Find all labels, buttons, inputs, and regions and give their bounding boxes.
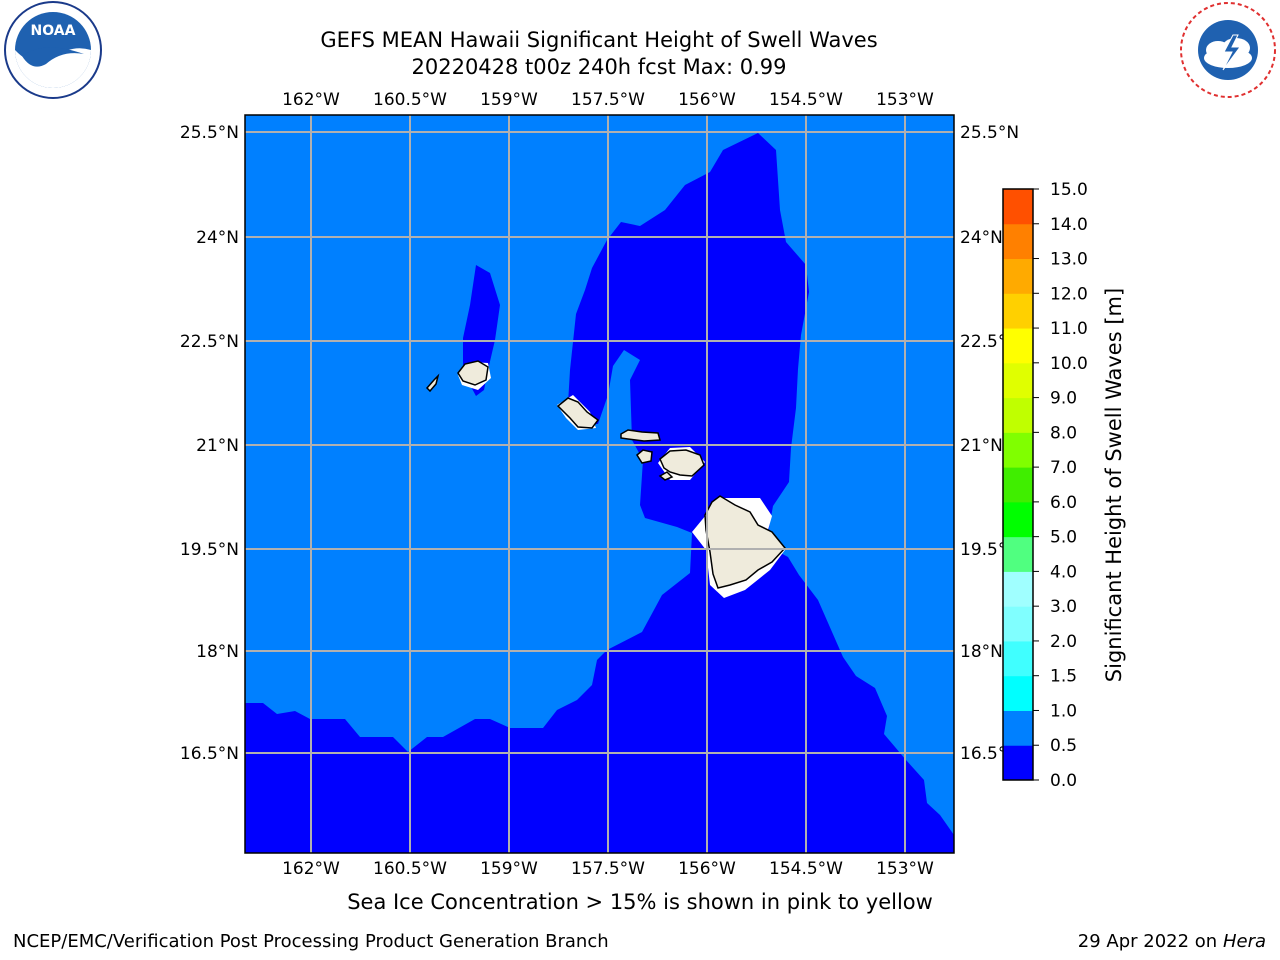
lat-tick-label-right: 18°N [960, 642, 1003, 662]
lon-tick-label-top: 153°W [876, 90, 934, 110]
colorbar-tick-label: 0.0 [1050, 771, 1077, 791]
colorbar-title: Significant Height of Swell Waves [m] [1102, 287, 1126, 683]
colorbar-swatch [1003, 467, 1033, 503]
niihau-island [425, 373, 440, 393]
colorbar-tick-label: 2.0 [1050, 632, 1077, 652]
colorbar-swatch [1003, 362, 1033, 399]
colorbar-swatch [1003, 189, 1033, 225]
colorbar-tick-label: 7.0 [1050, 458, 1077, 478]
lat-tick-label-left: 24°N [196, 228, 239, 248]
molokai-island [620, 429, 661, 442]
colorbar-tick-label: 12.0 [1050, 284, 1088, 304]
colorbar-tick-label: 8.0 [1050, 423, 1077, 443]
lat-tick-label-right: 21°N [960, 436, 1003, 456]
colorbar-swatch [1003, 397, 1033, 433]
footer-timestamp: 29 Apr 2022 on Hera [1078, 931, 1266, 952]
lon-tick-label-bottom: 162°W [282, 859, 340, 879]
nws-logo-icon [1180, 2, 1276, 98]
sea-ice-caption: Sea Ice Concentration > 15% is shown in … [347, 890, 933, 914]
noaa-logo-icon: NOAA [4, 1, 102, 99]
colorbar-swatch [1003, 571, 1033, 607]
colorbar-swatch [1003, 675, 1033, 711]
svg-text:NOAA: NOAA [31, 23, 76, 39]
colorbar-tick-label: 4.0 [1050, 562, 1077, 582]
footer-host: Hera [1222, 931, 1266, 952]
lat-tick-label-left: 19.5°N [180, 540, 239, 560]
lat-tick-label-left: 21°N [196, 436, 239, 456]
colorbar-swatch [1003, 501, 1033, 538]
chart-title: GEFS MEAN Hawaii Significant Height of S… [320, 28, 878, 52]
colorbar-tick-label: 3.0 [1050, 597, 1077, 617]
colorbar-swatch [1003, 536, 1033, 572]
lat-tick-label-right: 24°N [960, 228, 1003, 248]
colorbar-tick-label: 11.0 [1050, 319, 1088, 339]
colorbar-tick-label: 0.5 [1050, 736, 1077, 756]
colorbar-tick-label: 6.0 [1050, 493, 1077, 513]
colorbar-tick-label: 15.0 [1050, 180, 1088, 200]
colorbar-swatch [1003, 258, 1033, 294]
colorbar-swatch [1003, 223, 1033, 260]
colorbar-swatch [1003, 328, 1033, 364]
colorbar-tick-label: 13.0 [1050, 250, 1088, 270]
colorbar-tick-label: 5.0 [1050, 528, 1077, 548]
colorbar-swatch [1003, 710, 1033, 746]
colorbar-frame [1002, 188, 1034, 781]
lon-tick-label-bottom: 156°W [678, 859, 736, 879]
colorbar-swatch [1003, 293, 1033, 329]
lon-tick-label-top: 157.5°W [571, 90, 645, 110]
colorbar-tick-label: 1.0 [1050, 701, 1077, 721]
lat-tick-label-left: 25.5°N [180, 123, 239, 143]
swell-level-0-0-5-region [245, 133, 954, 853]
colorbar-tick-label: 9.0 [1050, 389, 1077, 409]
colorbar-swatch [1003, 745, 1033, 781]
lon-tick-label-top: 154.5°W [769, 90, 843, 110]
colorbar: 0.0 0.5 1.0 1.5 2.0 3.0 4.0 5.0 6.0 7.0 8.0 9.0 10.0… [1002, 180, 1088, 791]
lat-tick-label-left: 16.5°N [180, 744, 239, 764]
lat-tick-label-right: 25.5°N [960, 123, 1019, 143]
gridlines [245, 115, 954, 853]
lon-tick-label-bottom: 160.5°W [373, 859, 447, 879]
lon-tick-label-top: 162°W [282, 90, 340, 110]
map-area [245, 115, 954, 853]
lon-tick-label-bottom: 154.5°W [769, 859, 843, 879]
islands-group [425, 360, 786, 589]
lon-tick-label-bottom: 157.5°W [571, 859, 645, 879]
colorbar-swatch [1003, 606, 1033, 642]
lat-tick-label-left: 18°N [196, 642, 239, 662]
footer-credit: NCEP/EMC/Verification Post Processing Pr… [13, 931, 609, 952]
colorbar-tick-label: 14.0 [1050, 215, 1088, 235]
lon-tick-label-bottom: 153°W [876, 859, 934, 879]
lanai-island [636, 449, 653, 464]
oahu-island [556, 397, 600, 429]
big-island [704, 495, 786, 589]
colorbar-swatch [1003, 432, 1033, 468]
lon-tick-label-top: 160.5°W [373, 90, 447, 110]
kahoolawe-island [658, 471, 674, 481]
lat-tick-label-left: 22.5°N [180, 332, 239, 352]
lon-tick-label-bottom: 159°W [480, 859, 538, 879]
colorbar-tick-label: 10.0 [1050, 354, 1088, 374]
colorbar-swatch [1003, 640, 1033, 677]
lon-tick-label-top: 159°W [480, 90, 538, 110]
footer-date: 29 Apr 2022 on [1077, 931, 1223, 952]
map-frame [244, 114, 955, 854]
maui-island [659, 449, 705, 477]
kauai-island [457, 360, 489, 386]
colorbar-tick-label: 1.5 [1050, 667, 1077, 687]
lon-tick-label-top: 156°W [678, 90, 736, 110]
chart-subtitle: 20220428 t00z 240h fcst Max: 0.99 [411, 55, 787, 79]
